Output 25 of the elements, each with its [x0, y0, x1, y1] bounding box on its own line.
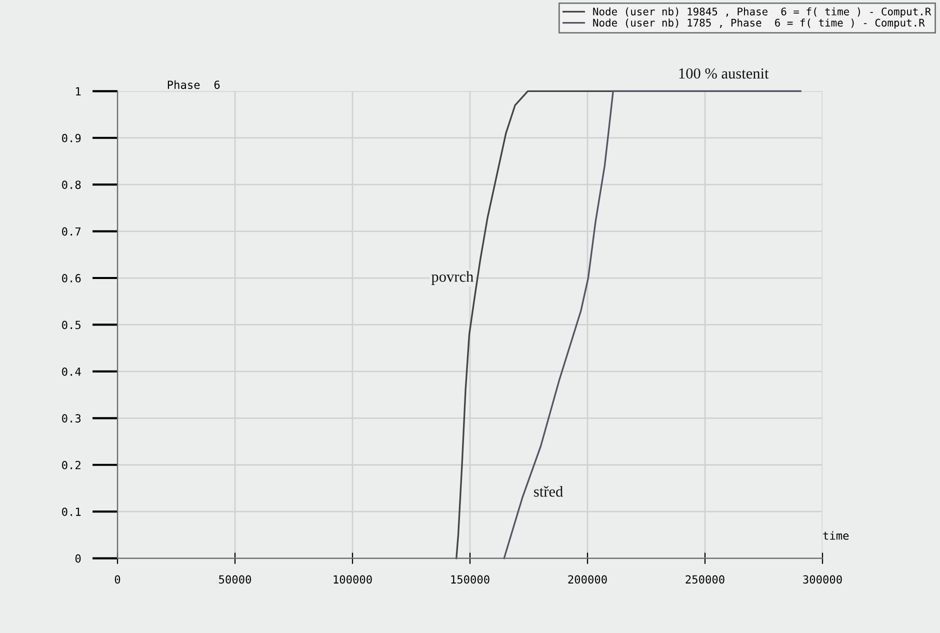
y-tick-label: 0.6 — [62, 274, 81, 282]
x-tick-label: 100000 — [334, 575, 372, 584]
x-tick-label: 200000 — [568, 575, 607, 584]
x-tick-label: 50000 — [219, 575, 252, 584]
y-tick-label: 0.9 — [62, 134, 81, 142]
x-tick-label: 250000 — [686, 575, 724, 584]
y-tick-label: 0.5 — [62, 320, 80, 330]
annotation: střed — [534, 486, 563, 497]
legend-label: Node (user nb) 1785 , Phase 6 = f( time ) - Comput.R — [593, 18, 925, 29]
y-tick-label: 0.2 — [62, 460, 80, 470]
y-tick-label: 0.3 — [62, 414, 81, 423]
x-tick-label: 150000 — [451, 575, 490, 584]
y-tick-label: 0.8 — [62, 180, 81, 189]
y-tick-label: 1 — [76, 87, 81, 96]
y-tick-label: 0 — [75, 554, 81, 563]
x-tick-label: 0 — [114, 575, 120, 584]
y-tick-label: 0.7 — [62, 227, 81, 236]
y-tick-label: 0.4 — [62, 367, 81, 376]
y-tick-label: 0.1 — [62, 508, 81, 516]
legend-label: Node (user nb) 19845 , Phase 6 = f( time ) - Comput.R — [593, 7, 932, 18]
x-axis-title: time — [823, 531, 849, 540]
y-axis-title: Phase 6 — [168, 80, 220, 89]
annotation: povrch — [431, 271, 474, 285]
text: 100 % austenit — [679, 68, 769, 79]
x-tick-label: 300000 — [803, 575, 842, 584]
